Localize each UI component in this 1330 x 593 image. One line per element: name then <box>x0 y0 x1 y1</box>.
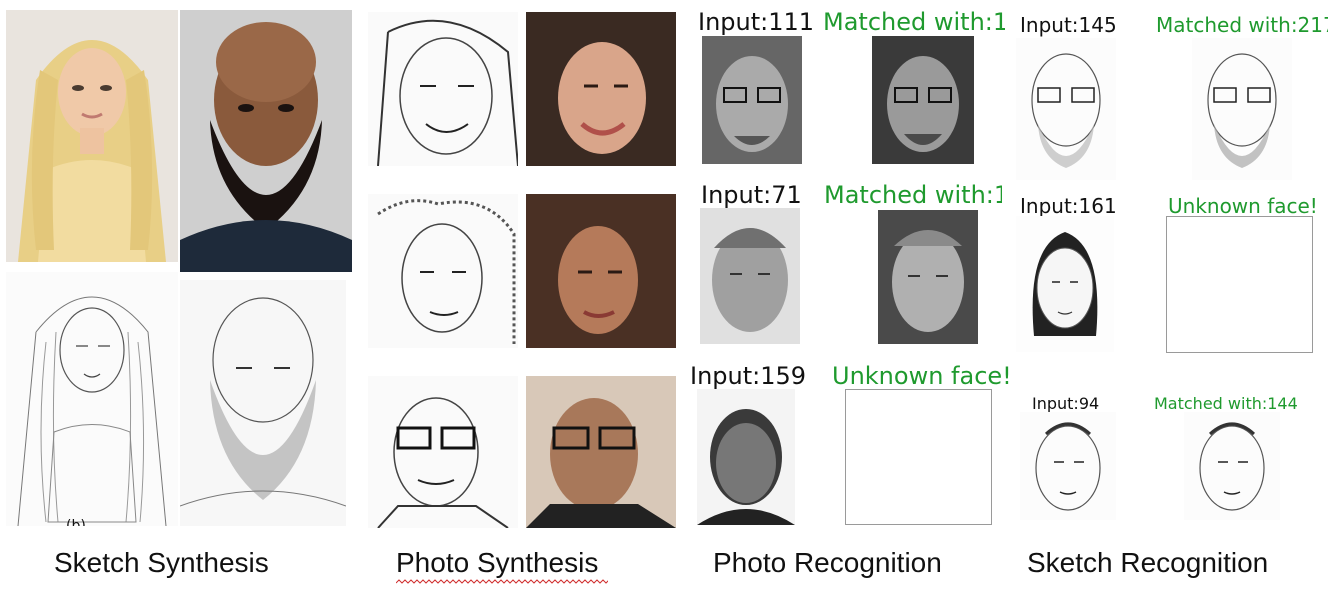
woman-1-sketch <box>368 12 518 166</box>
matched-sketch <box>1192 38 1292 180</box>
input-label: Input:111 <box>698 8 815 36</box>
input-label: Input:71 <box>701 181 802 209</box>
match-result-label: Matched with:217 <box>1156 15 1328 35</box>
input-label: Input:145 <box>1020 13 1117 37</box>
empty-match-frame <box>845 389 992 525</box>
woman-2-synthesized-photo <box>526 194 676 348</box>
recognition-input-sketch <box>1016 216 1114 352</box>
unknown-face-label: Unknown face! <box>1168 194 1318 218</box>
recognition-input-face <box>700 208 800 344</box>
match-result-label: Matched with:144 <box>1154 394 1298 413</box>
recognition-input-sketch <box>1016 38 1116 180</box>
empty-match-frame <box>1166 216 1313 353</box>
caption-photo-synthesis: Photo Synthesis <box>396 547 599 578</box>
blonde-woman-sketch <box>6 272 178 526</box>
input-label: Input:159 <box>690 362 807 390</box>
blonde-woman-photo <box>6 10 178 262</box>
recognition-input-face <box>702 36 802 164</box>
input-label: Input:161 <box>1020 194 1117 218</box>
recognition-input-sketch <box>1020 412 1116 520</box>
man-glasses-synthesized-photo <box>526 376 676 528</box>
spellcheck-underline <box>396 579 608 584</box>
matched-sketch <box>1184 412 1280 520</box>
bearded-man-sketch <box>180 280 346 526</box>
panel-label-b: (b) <box>66 518 86 526</box>
input-label: Input:94 <box>1032 394 1100 413</box>
matched-face <box>878 210 978 344</box>
bearded-man-photo <box>180 10 352 272</box>
match-result-label: Matched with:1 <box>824 183 1002 207</box>
caption-sketch-synthesis: Sketch Synthesis <box>54 547 269 578</box>
caption-photo-recognition: Photo Recognition <box>713 547 942 578</box>
man-glasses-sketch <box>368 376 518 528</box>
matched-face <box>872 36 974 164</box>
unknown-face-label: Unknown face! <box>832 362 1012 390</box>
woman-1-synthesized-photo <box>526 12 676 166</box>
caption-sketch-recognition: Sketch Recognition <box>1027 547 1269 578</box>
match-result-label: Matched with:16 <box>823 10 1005 34</box>
woman-2-sketch <box>368 194 518 348</box>
recognition-input-face <box>697 389 795 525</box>
